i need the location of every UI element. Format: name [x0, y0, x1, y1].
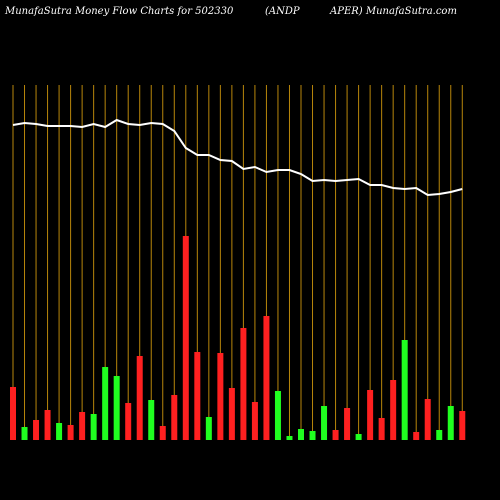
bar — [79, 412, 86, 440]
bar — [355, 434, 362, 440]
bar — [102, 367, 109, 440]
bar — [413, 432, 420, 440]
bar — [205, 417, 212, 440]
bar — [33, 420, 40, 440]
bar — [10, 387, 16, 440]
bar — [217, 353, 224, 440]
bar — [436, 430, 443, 440]
bar — [286, 436, 293, 440]
bar — [309, 431, 316, 440]
bar — [228, 388, 235, 440]
bar — [298, 429, 304, 440]
money-flow-line — [12, 118, 463, 197]
bar — [240, 328, 247, 440]
bar — [401, 340, 408, 440]
chart-title: (ANDP — [265, 6, 300, 17]
bar — [159, 426, 166, 440]
bar — [171, 395, 178, 440]
bar — [459, 411, 466, 440]
bar — [113, 376, 120, 440]
chart-title: MunafaSutra Money Flow Charts for 502330 — [4, 6, 234, 17]
bar — [136, 356, 143, 440]
bar — [44, 410, 51, 440]
bar — [367, 390, 374, 440]
bar — [56, 423, 63, 440]
bar — [67, 425, 74, 440]
bar — [148, 400, 155, 440]
bar — [378, 418, 385, 440]
bar — [274, 391, 281, 440]
bar — [21, 427, 28, 440]
bar — [321, 406, 328, 440]
bar — [332, 430, 339, 440]
bar — [90, 414, 97, 440]
bar — [194, 352, 201, 440]
bar — [344, 408, 351, 440]
bar — [125, 403, 132, 440]
bar — [263, 316, 270, 440]
bar — [390, 380, 397, 440]
bar — [424, 399, 431, 440]
bar — [182, 236, 189, 440]
chart-title: APER) MunafaSutra.com — [329, 6, 457, 17]
bar — [251, 402, 258, 440]
bar — [447, 406, 454, 440]
